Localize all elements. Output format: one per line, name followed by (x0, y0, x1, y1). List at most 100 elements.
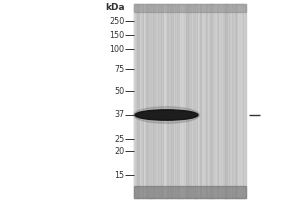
Bar (177, 4, 178, 198)
Bar (146, 4, 147, 198)
Text: 100: 100 (110, 45, 124, 53)
Bar (190, 4, 191, 198)
Bar (137, 4, 139, 198)
Bar (158, 4, 159, 198)
Bar (178, 4, 179, 198)
Bar (138, 4, 140, 198)
Bar (238, 4, 239, 198)
Bar (224, 4, 226, 198)
Bar (154, 4, 155, 198)
Bar (169, 4, 170, 198)
Bar (200, 4, 201, 198)
Bar (199, 4, 200, 198)
Bar (197, 4, 199, 198)
Bar (244, 4, 245, 198)
Bar (232, 4, 233, 198)
Bar (134, 4, 246, 12)
Bar (242, 4, 244, 198)
Bar (176, 4, 177, 198)
Bar (134, 4, 135, 198)
Bar (239, 4, 241, 198)
Bar (152, 4, 154, 198)
Bar (241, 4, 242, 198)
Bar (194, 4, 195, 198)
Bar (237, 4, 238, 198)
Bar (240, 4, 242, 198)
Bar (209, 4, 211, 198)
Bar (236, 4, 237, 198)
Bar (184, 4, 185, 198)
Text: 25: 25 (114, 134, 124, 144)
Bar (229, 4, 230, 198)
Bar (191, 4, 192, 198)
Bar (233, 4, 234, 198)
Bar (167, 4, 169, 198)
Bar (163, 4, 164, 198)
Text: 15: 15 (114, 170, 124, 180)
Bar (185, 4, 186, 198)
Bar (136, 4, 137, 198)
Bar (180, 4, 181, 198)
Bar (179, 4, 181, 198)
Bar (166, 4, 167, 198)
Text: 250: 250 (109, 17, 124, 25)
Bar (221, 4, 222, 198)
Bar (139, 4, 140, 198)
Bar (218, 4, 219, 198)
Bar (144, 4, 145, 198)
Bar (227, 4, 229, 198)
Bar (161, 4, 162, 198)
Bar (219, 4, 220, 198)
Bar (188, 4, 189, 198)
Bar (215, 4, 216, 198)
Bar (171, 4, 172, 198)
Bar (231, 4, 232, 198)
Bar (143, 4, 144, 198)
Bar (217, 4, 218, 198)
Bar (203, 4, 204, 198)
Bar (149, 4, 151, 198)
Bar (186, 4, 187, 198)
Bar (208, 4, 209, 198)
Bar (243, 4, 244, 198)
Bar (223, 4, 224, 198)
Bar (187, 4, 188, 198)
Bar (195, 4, 196, 198)
Bar (230, 4, 231, 198)
Bar (183, 4, 184, 198)
Bar (162, 4, 163, 198)
Bar (192, 4, 193, 198)
Bar (207, 4, 208, 198)
Bar (224, 4, 225, 198)
Bar (151, 4, 153, 198)
Bar (155, 4, 156, 198)
Bar (238, 4, 240, 198)
Bar (175, 4, 176, 198)
Bar (134, 4, 136, 198)
Bar (174, 4, 175, 198)
Bar (141, 4, 142, 198)
Bar (182, 4, 184, 198)
Text: kDa: kDa (105, 3, 124, 12)
Text: 37: 37 (114, 110, 124, 119)
Ellipse shape (135, 110, 198, 120)
Bar (202, 4, 203, 198)
Bar (235, 4, 236, 198)
Bar (196, 4, 197, 198)
Bar (189, 4, 190, 198)
Bar (135, 4, 136, 198)
Bar (148, 4, 150, 198)
Text: 150: 150 (110, 30, 124, 40)
Bar (211, 4, 213, 198)
Bar (205, 4, 206, 198)
Bar (178, 4, 180, 198)
Text: 50: 50 (114, 87, 124, 96)
Bar (173, 4, 174, 198)
Bar (150, 4, 152, 198)
Bar (159, 4, 160, 198)
Bar (181, 4, 182, 198)
Bar (164, 4, 165, 198)
Bar (170, 4, 171, 198)
Bar (198, 4, 200, 198)
Bar (193, 4, 194, 198)
